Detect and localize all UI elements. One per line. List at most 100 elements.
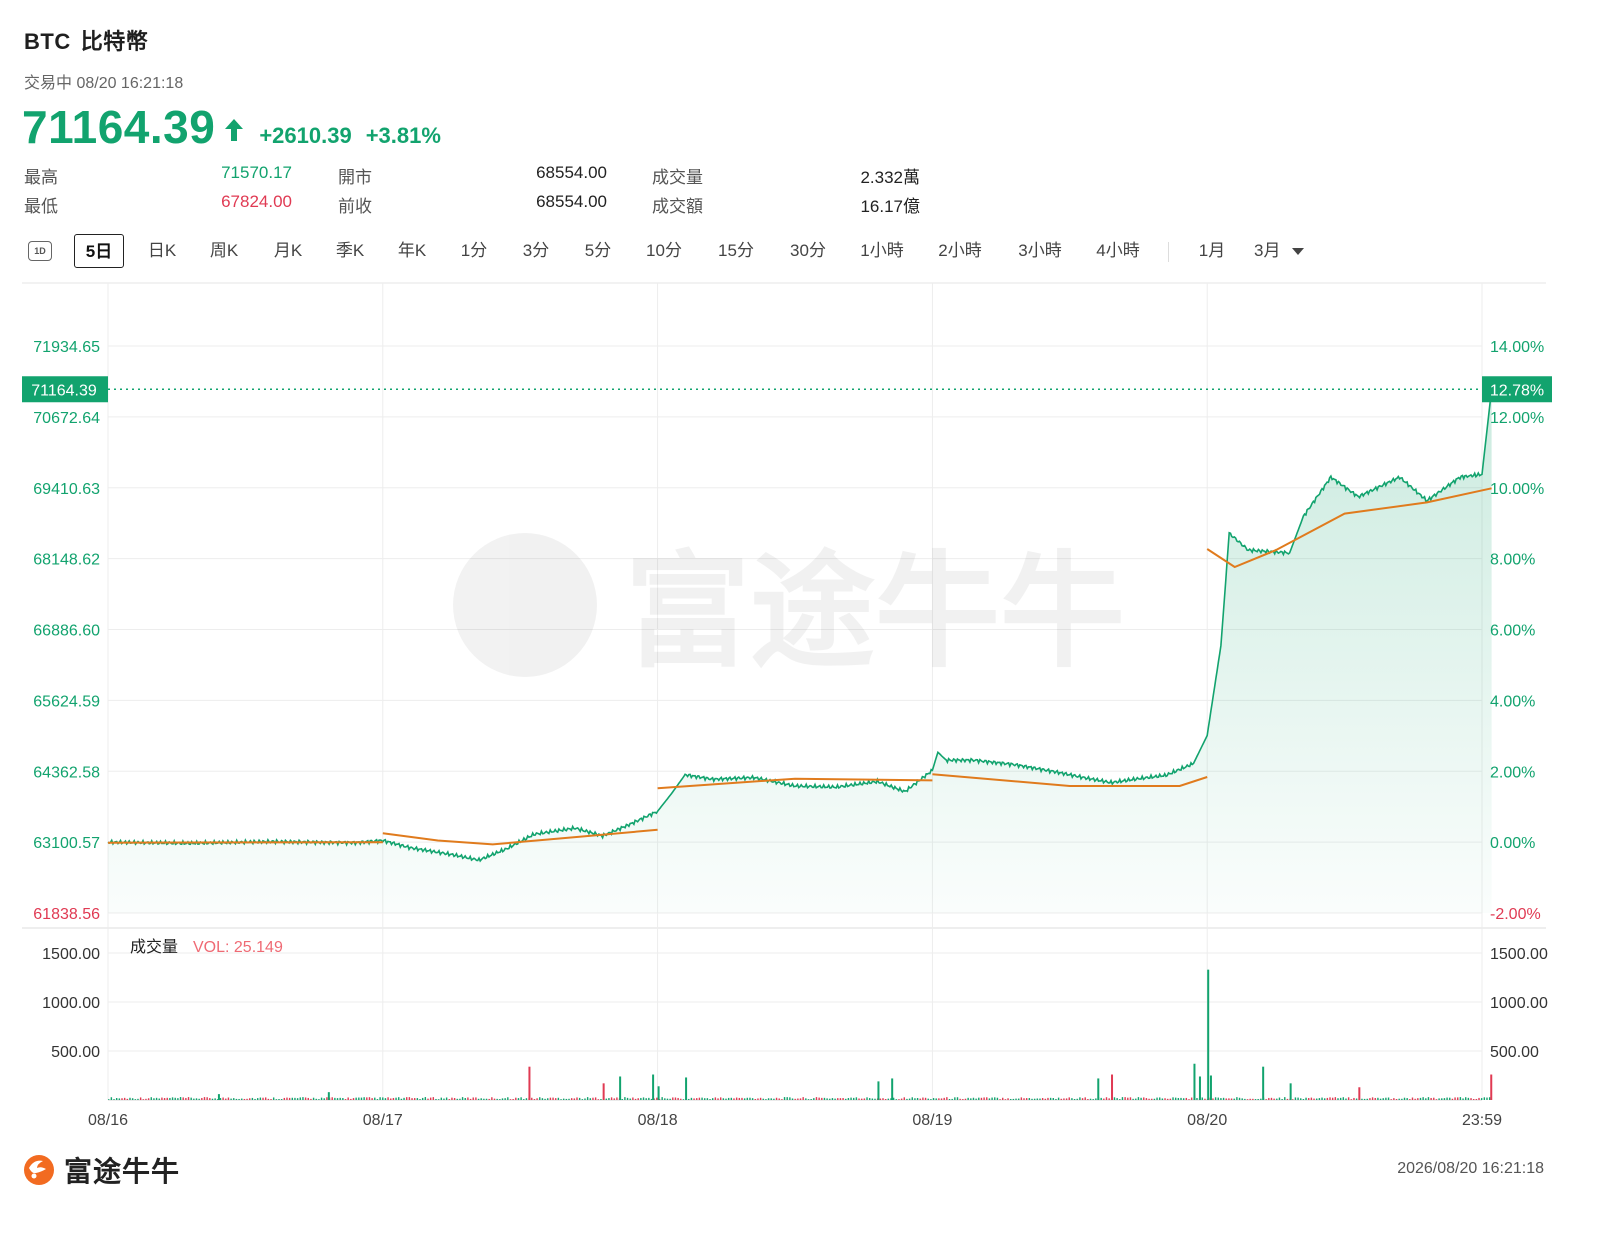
volume-bar (1409, 1099, 1411, 1100)
volume-bar (145, 1098, 147, 1100)
volume-bar (429, 1097, 432, 1100)
volume-bar (1204, 1098, 1206, 1100)
volume-bar (970, 1098, 972, 1100)
tab-3hour[interactable]: 3小時 (1018, 241, 1062, 260)
y-pct-tick-label: 14.00% (1490, 339, 1544, 356)
tab-3min[interactable]: 3分 (522, 241, 550, 260)
tab-quarter-k[interactable]: 季K (335, 241, 365, 260)
volume-bar (847, 1097, 850, 1100)
tab-month-k[interactable]: 月K (273, 241, 303, 260)
volume-bar (927, 1098, 929, 1100)
volume-bar (616, 1097, 618, 1100)
volume-bar (722, 1098, 725, 1100)
volume-bar (416, 1098, 419, 1100)
volume-bar (954, 1097, 956, 1100)
volume-bar (1172, 1097, 1174, 1100)
volume-bar (193, 1098, 195, 1100)
tab-15min[interactable]: 15分 (718, 241, 754, 260)
volume-bar (121, 1098, 123, 1100)
volume-bar (1015, 1098, 1017, 1100)
price-change-pct: +3.81% (365, 123, 441, 148)
volume-bar (368, 1097, 371, 1100)
volume-bar (1281, 1099, 1283, 1100)
tab-10min[interactable]: 10分 (646, 241, 682, 260)
tab-day-k[interactable]: 日K (147, 241, 177, 260)
volume-bar (956, 1097, 959, 1100)
tab-1hour[interactable]: 1小時 (860, 241, 904, 260)
tab-week-k[interactable]: 周K (209, 241, 239, 260)
tab-5d[interactable]: 5日 (74, 234, 124, 268)
tab-4hour[interactable]: 4小時 (1096, 241, 1140, 260)
volume-bar (384, 1098, 387, 1100)
volume-bar (657, 1086, 660, 1100)
volume-bar (544, 1098, 546, 1100)
tab-30min[interactable]: 30分 (790, 241, 826, 260)
volume-bar (472, 1097, 474, 1100)
volume-bar (1182, 1098, 1185, 1100)
volume-bar (1425, 1098, 1427, 1100)
volume-bar (837, 1098, 839, 1100)
volume-bar (523, 1099, 525, 1100)
volume-bar (336, 1098, 339, 1100)
volume-bar (815, 1097, 818, 1100)
volume-bar (539, 1097, 541, 1100)
volume-bar (719, 1097, 722, 1100)
volume-bar (1300, 1098, 1302, 1100)
volume-bar (1025, 1098, 1028, 1100)
tab-3month-dropdown[interactable]: 3月 (1254, 234, 1324, 268)
volume-bar (1089, 1098, 1092, 1100)
volume-bar (185, 1097, 187, 1100)
volume-bar (203, 1097, 206, 1100)
volume-bar (946, 1097, 948, 1100)
volume-bar (238, 1098, 240, 1100)
volume-bar (682, 1099, 685, 1100)
volume-bar (690, 1097, 693, 1100)
tab-1min[interactable]: 1分 (460, 241, 488, 260)
volume-bar (1265, 1099, 1267, 1100)
volume-bar (451, 1097, 453, 1100)
volume-bar (376, 1099, 379, 1100)
volume-bar (908, 1098, 911, 1100)
volume-bar (1342, 1097, 1345, 1100)
volume-bar (142, 1099, 144, 1100)
volume-bar (1004, 1099, 1007, 1100)
volume-bar (517, 1098, 520, 1100)
volume-bar (1087, 1098, 1089, 1100)
volume-bar (1238, 1097, 1241, 1100)
tab-1month[interactable]: 1月 (1198, 241, 1226, 260)
volume-bar (1457, 1097, 1459, 1100)
volume-bar (480, 1098, 482, 1100)
volume-bar (1212, 1098, 1214, 1100)
price-chart[interactable]: 71934.65 14.00% 70672.64 12.00% 69410.63 10.0… (0, 280, 1600, 1150)
volume-bar (1180, 1097, 1182, 1100)
calendar-1d-icon[interactable]: 1D (28, 241, 52, 261)
volume-bar (1459, 1097, 1462, 1100)
volume-bar (496, 1098, 498, 1100)
tab-year-k[interactable]: 年K (397, 241, 427, 260)
volume-bar (1081, 1098, 1084, 1100)
volume-bar (267, 1098, 270, 1100)
volume-bar (1148, 1098, 1150, 1100)
tab-2hour[interactable]: 2小時 (938, 241, 982, 260)
volume-bar (669, 1098, 671, 1100)
volume-bar (257, 1098, 259, 1100)
volume-bar (153, 1098, 155, 1100)
volume-bar (475, 1097, 477, 1100)
volume-bar (403, 1097, 405, 1100)
volume-bar (892, 1097, 895, 1100)
volume-bar (327, 1092, 330, 1100)
volume-bar (398, 1097, 400, 1100)
volume-bar (342, 1098, 344, 1100)
y-pct-tick-label: 8.00% (1490, 552, 1535, 569)
volume-bar (555, 1098, 557, 1100)
volume-bar (177, 1098, 179, 1100)
volume-bar (126, 1098, 129, 1100)
volume-bar (999, 1099, 1001, 1100)
tab-divider (1168, 242, 1169, 262)
volume-bar (1366, 1098, 1368, 1100)
watermark: 富途牛牛 (453, 533, 1125, 682)
tab-5min[interactable]: 5分 (584, 241, 612, 260)
volume-bar (688, 1098, 690, 1100)
y-tick-label: 66886.60 (33, 623, 100, 640)
volume-bar (1401, 1098, 1403, 1100)
